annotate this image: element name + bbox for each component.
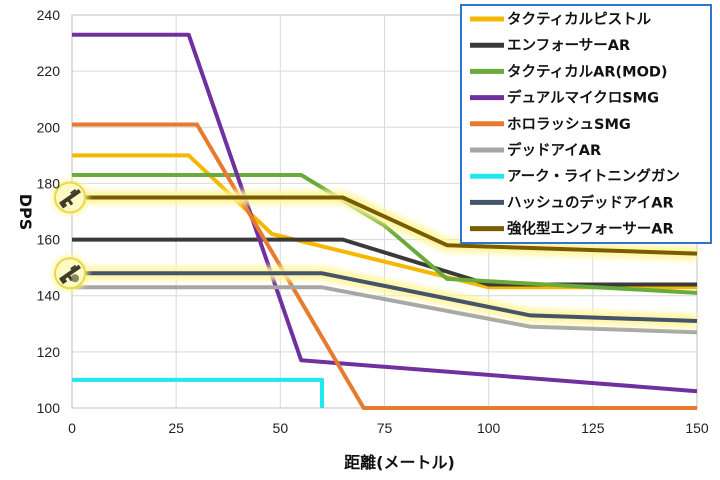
legend-label: アーク・ライトニングガン <box>507 167 680 185</box>
rifle-badge <box>52 179 88 216</box>
legend-label: デュアルマイクロSMG <box>507 89 659 107</box>
badges <box>52 179 88 292</box>
legend-label: タクティカルAR(MOD) <box>507 63 668 80</box>
x-tick-label: 75 <box>377 420 393 436</box>
legend-label: デッドアイAR <box>507 141 601 159</box>
series-line-4 <box>72 122 697 410</box>
x-tick-label: 0 <box>68 420 76 436</box>
legend-label: タクティカルピストル <box>507 11 652 28</box>
x-tick-label: 25 <box>168 420 184 436</box>
y-tick-label: 180 <box>37 175 61 191</box>
legend-label: ハッシュのデッドアイAR <box>507 193 674 211</box>
series-line-7 <box>72 271 698 323</box>
series-line-6 <box>72 377 324 408</box>
x-tick-label: 50 <box>273 420 289 436</box>
x-tick-label: 100 <box>477 420 501 436</box>
y-axis-title: DPS <box>16 194 35 231</box>
mutant-rifle-badge <box>52 255 88 292</box>
x-tick-label: 125 <box>581 420 605 436</box>
y-tick-label: 160 <box>37 232 61 248</box>
legend-label: エンフォーサーAR <box>507 37 630 54</box>
y-tick-label: 100 <box>37 400 61 416</box>
axes: 100 120 140 160 180 200 220 240 0 25 50 75 100 125 150… <box>16 7 709 472</box>
x-tick-label: 150 <box>685 420 709 436</box>
y-tick-label: 120 <box>37 344 61 360</box>
y-tick-label: 240 <box>37 7 61 23</box>
series-line-5 <box>72 285 698 335</box>
legend-label: ホロラッシュSMG <box>507 116 631 133</box>
series-line-1 <box>72 237 697 287</box>
series-lines <box>72 32 698 410</box>
legend-label: 強化型エンフォーサーAR <box>507 220 674 238</box>
y-tick-label: 220 <box>37 63 61 79</box>
x-axis-title: 距離(メートル) <box>344 453 455 472</box>
series-line-8 <box>72 195 698 256</box>
y-tick-label: 140 <box>37 288 61 304</box>
series-line-0 <box>72 153 697 290</box>
y-tick-label: 200 <box>37 119 61 135</box>
